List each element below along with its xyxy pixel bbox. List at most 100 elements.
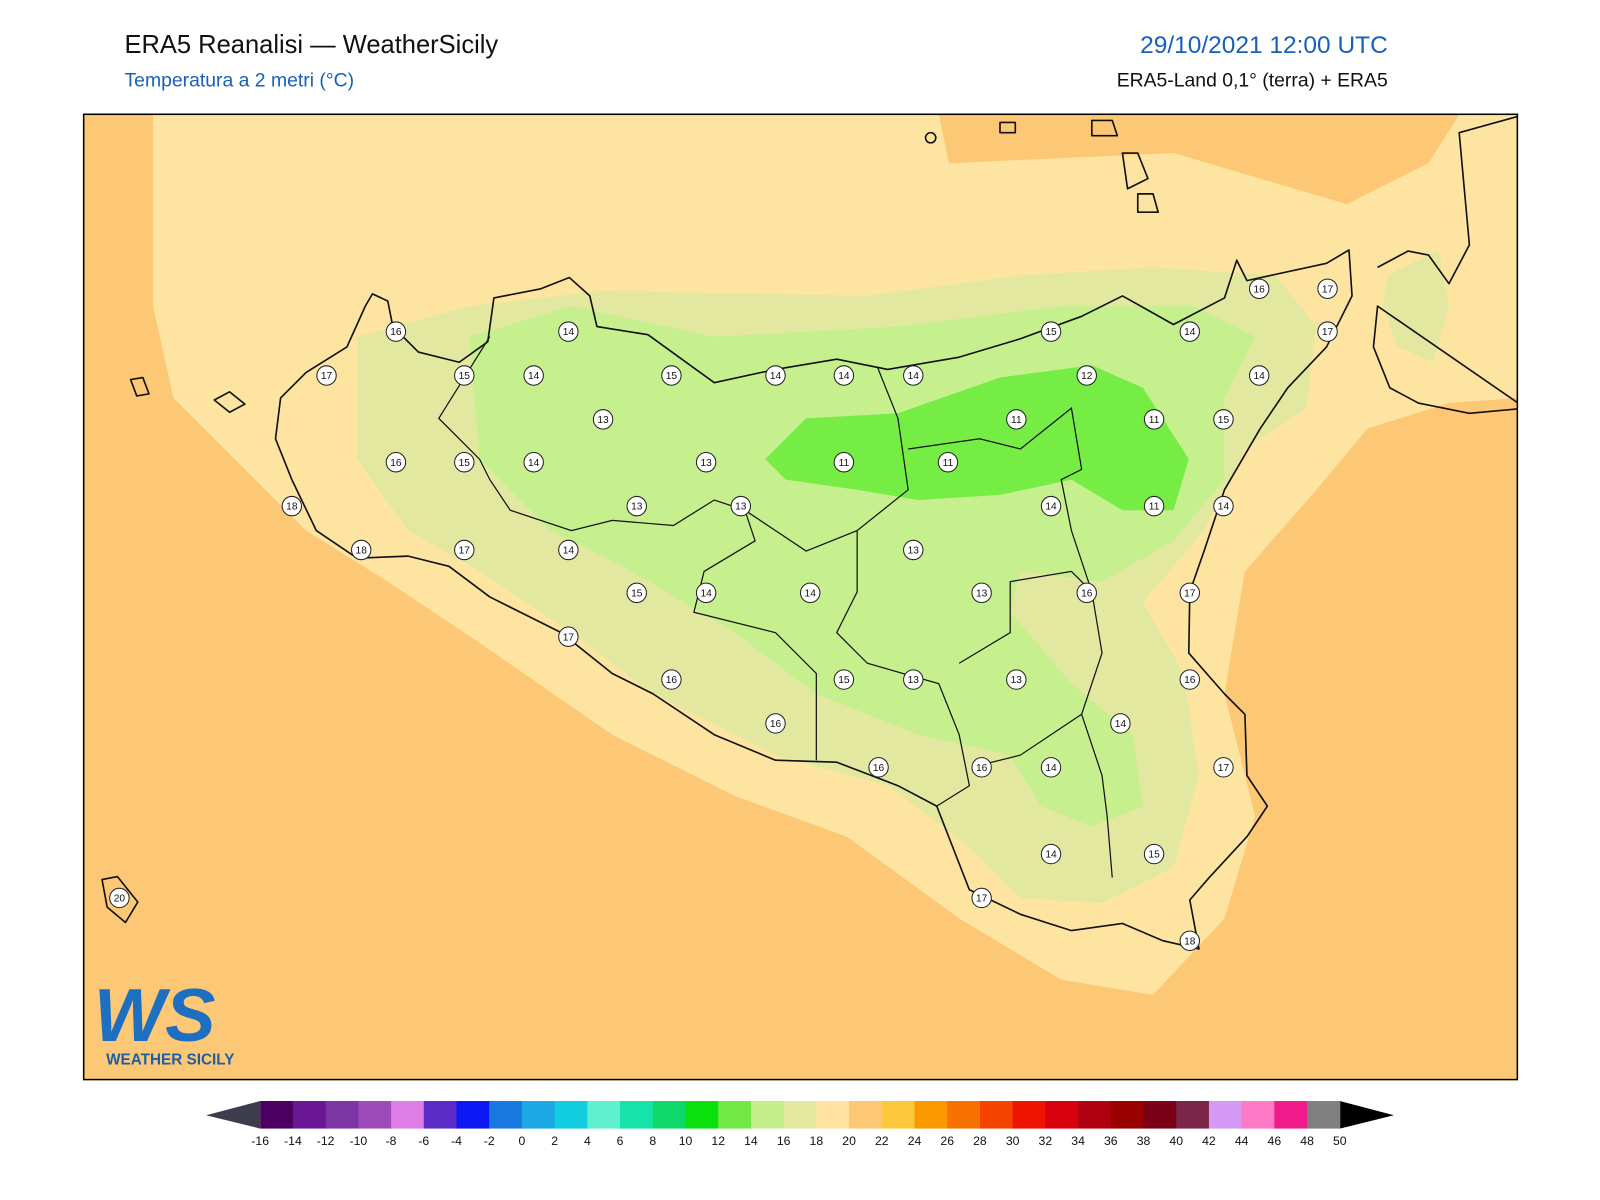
station-value: 17: [1322, 284, 1334, 295]
colorbar-label: 20: [842, 1134, 856, 1148]
title: ERA5 Reanalisi — WeatherSicily: [124, 31, 498, 59]
colorbar-bin: [260, 1101, 294, 1129]
colorbar-bin: [750, 1101, 785, 1129]
colorbar-bin: [1208, 1101, 1243, 1129]
station-value: 15: [1148, 850, 1160, 861]
station-marker: [109, 887, 130, 909]
source: ERA5-Land 0,1° (terra) + ERA5: [1117, 70, 1388, 92]
station-value: 14: [838, 371, 850, 382]
station-marker: [454, 539, 475, 561]
station-marker: [523, 452, 544, 473]
colorbar-bin: [816, 1101, 850, 1129]
station-marker: [1317, 321, 1338, 342]
colorbar-label: -14: [284, 1134, 302, 1148]
station-value: 14: [908, 371, 920, 382]
station-marker: [1040, 321, 1062, 342]
station-marker: [1006, 409, 1027, 430]
colorbar-bin: [1274, 1101, 1308, 1129]
colorbar-label: 14: [744, 1134, 758, 1148]
colorbar-label: 30: [1006, 1134, 1020, 1148]
station-value: 18: [1184, 936, 1196, 947]
sicily-coast: [274, 249, 1353, 950]
colorbar-label: 4: [584, 1134, 591, 1148]
colorbar-bin: [1110, 1101, 1145, 1129]
colorbar-bin: [1143, 1101, 1177, 1129]
colorbar-label: 48: [1300, 1134, 1314, 1148]
station-value: 13: [700, 458, 712, 469]
station-value: 17: [563, 632, 575, 643]
station-marker: [1110, 713, 1131, 734]
colorbar-label: 22: [875, 1134, 889, 1148]
colorbar-label: 44: [1235, 1134, 1249, 1148]
colorbar-label: 18: [810, 1134, 824, 1148]
colorbar-label: -16: [251, 1134, 269, 1148]
station-value: 18: [286, 502, 298, 513]
colorbar-label: 38: [1137, 1134, 1151, 1148]
colorbar-bin: [391, 1101, 425, 1129]
contour-12: [765, 365, 1189, 511]
station-value: 16: [1081, 588, 1093, 599]
colorbar-label: 46: [1268, 1134, 1282, 1148]
station-marker: [1248, 278, 1270, 299]
colorbar: -16 -14 -12 -10 -8 -6 -4 -2 0 2 4 6 8 10 12 14 16 18 20 22 2…: [206, 1101, 1394, 1148]
station-value: 11: [943, 458, 954, 469]
station-marker: [454, 452, 475, 473]
station-marker: [661, 669, 682, 690]
map: [83, 114, 1518, 1080]
station-value: 14: [1045, 502, 1057, 513]
station-marker: [385, 452, 407, 473]
map-frame: [82, 113, 1519, 1081]
station-marker: [661, 365, 682, 386]
colorbar-bin: [292, 1101, 327, 1129]
station-marker: [558, 321, 579, 342]
station-marker: [1179, 582, 1200, 604]
station-value: 15: [459, 458, 471, 469]
colorbar-label: 26: [940, 1134, 954, 1148]
station-marker: [1040, 757, 1062, 778]
station-marker: [1179, 930, 1200, 952]
station-marker: [626, 582, 647, 604]
station-value: 17: [459, 546, 471, 557]
logo-mark: WS: [94, 974, 216, 1058]
station-value: 13: [631, 502, 643, 513]
colorbar-bin: [947, 1101, 981, 1129]
colorbar-bin: [685, 1101, 719, 1129]
station-marker: [316, 365, 337, 386]
colorbar-bin: [1241, 1101, 1275, 1129]
station-marker: [1040, 495, 1062, 517]
colorbar-label: 32: [1039, 1134, 1053, 1148]
station-value: 13: [908, 675, 920, 686]
station-value: 14: [700, 588, 712, 599]
station-marker: [558, 626, 579, 647]
station-marker: [937, 452, 959, 473]
station-value: 16: [770, 719, 782, 730]
station-value: 14: [1184, 327, 1196, 338]
station-marker: [765, 365, 786, 386]
calabria-coast: [1372, 115, 1518, 415]
station-value: 14: [1045, 763, 1057, 774]
station-value: 14: [528, 458, 540, 469]
colorbar-label: -8: [386, 1134, 397, 1148]
station-marker: [730, 495, 752, 517]
station-value: 11: [1149, 502, 1160, 513]
station-marker: [1248, 365, 1270, 386]
station-marker: [833, 669, 855, 690]
station-value: 14: [563, 546, 575, 557]
colorbar-bin: [849, 1101, 883, 1129]
colorbar-bin: [358, 1101, 392, 1129]
colorbar-bin: [1045, 1101, 1079, 1129]
station-marker: [903, 365, 924, 386]
station-marker: [1317, 278, 1338, 299]
station-value: 13: [735, 502, 747, 513]
subtitle: Temperatura a 2 metri (°C): [124, 70, 354, 92]
station-marker: [971, 887, 992, 909]
colorbar-label: 6: [617, 1134, 624, 1148]
station-marker: [903, 669, 924, 690]
colorbar-bin: [783, 1101, 817, 1129]
station-marker: [868, 757, 889, 778]
colorbar-label: 16: [777, 1134, 791, 1148]
colorbar-bin: [620, 1101, 654, 1129]
station-marker: [454, 365, 475, 386]
station-marker: [1006, 669, 1027, 690]
colorbar-low-arrow: [206, 1101, 261, 1129]
